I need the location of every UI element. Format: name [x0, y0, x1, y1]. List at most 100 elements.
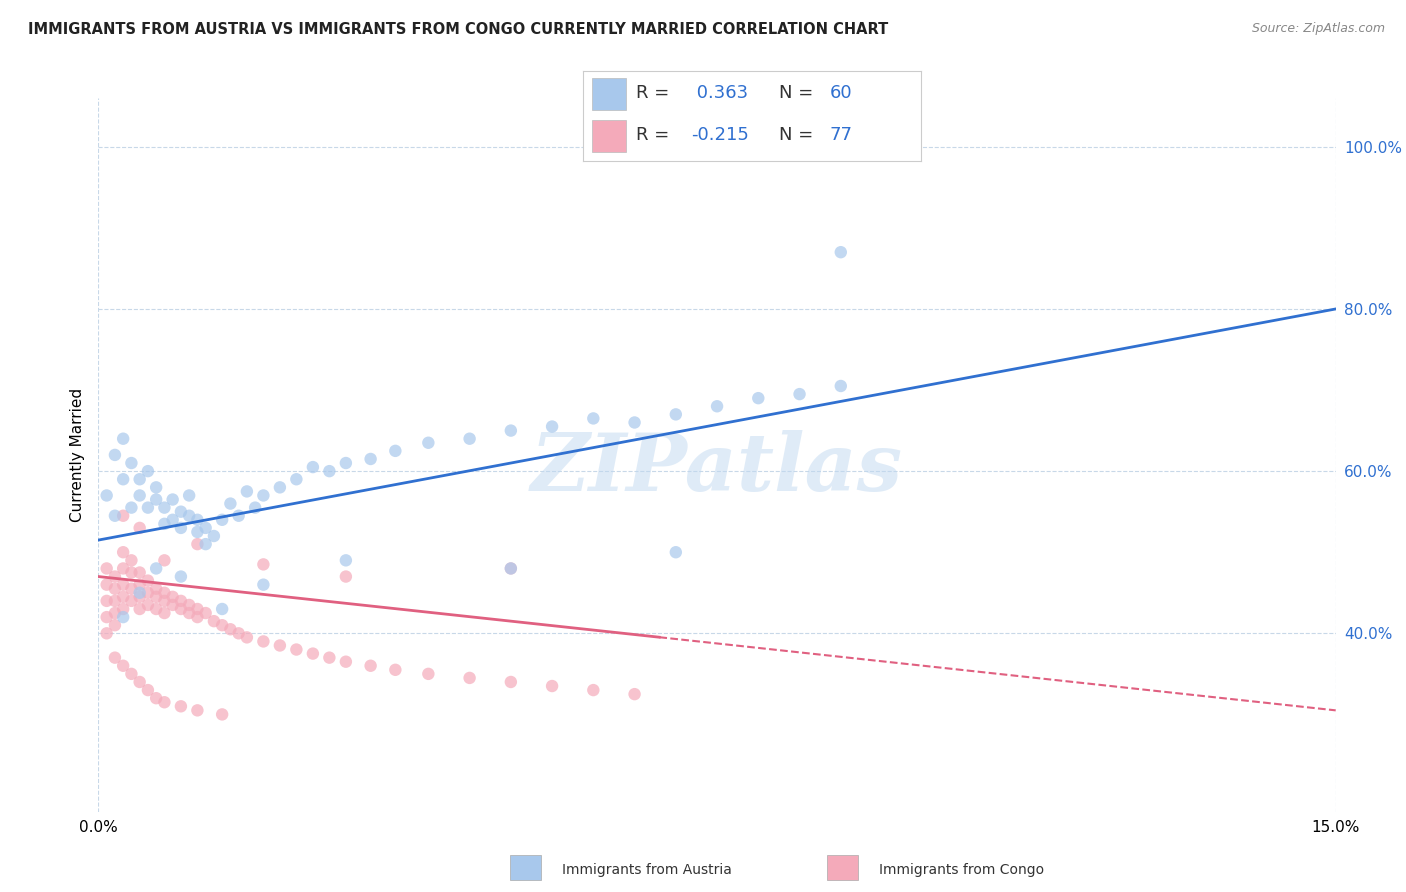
Point [186, 703, 208, 717]
Point [104, 594, 127, 608]
Point [153, 606, 176, 620]
Point [541, 679, 564, 693]
Point [665, 545, 688, 559]
Point [211, 602, 233, 616]
Point [541, 419, 564, 434]
Point [252, 488, 274, 502]
Point [623, 687, 645, 701]
Point [418, 666, 440, 681]
Point [228, 508, 250, 523]
Point [145, 492, 167, 507]
Point [170, 602, 193, 616]
Text: Immigrants from Austria: Immigrants from Austria [562, 863, 733, 877]
Point [96, 610, 118, 624]
Point [128, 521, 150, 535]
Point [360, 452, 382, 467]
Point [145, 561, 167, 575]
Point [128, 675, 150, 690]
Point [145, 691, 167, 706]
Bar [592, 120, 626, 152]
Point [236, 631, 259, 645]
Point [112, 610, 135, 624]
Point [153, 500, 176, 515]
Point [418, 435, 440, 450]
Point [112, 590, 135, 604]
Point [128, 566, 150, 580]
Point [194, 537, 217, 551]
Point [302, 647, 325, 661]
Point [706, 399, 728, 413]
Point [211, 707, 233, 722]
Point [112, 577, 135, 591]
Point [335, 655, 357, 669]
Point [128, 472, 150, 486]
Point [112, 472, 135, 486]
Point [104, 448, 127, 462]
Point [104, 508, 127, 523]
Point [830, 245, 852, 260]
Point [179, 606, 201, 620]
Point [162, 590, 184, 604]
Point [623, 416, 645, 430]
Text: Immigrants from Congo: Immigrants from Congo [879, 863, 1043, 877]
Point [128, 590, 150, 604]
Point [112, 432, 135, 446]
Point [582, 411, 605, 425]
Point [269, 639, 291, 653]
Point [136, 598, 159, 612]
Point [112, 545, 135, 559]
Point [112, 561, 135, 575]
Text: N =: N = [779, 126, 820, 145]
Point [335, 569, 357, 583]
Point [104, 618, 127, 632]
Point [252, 558, 274, 572]
Point [136, 586, 159, 600]
Point [499, 561, 522, 575]
Point [128, 488, 150, 502]
Text: 0.363: 0.363 [692, 84, 748, 103]
Point [170, 699, 193, 714]
Point [136, 683, 159, 698]
Point [128, 586, 150, 600]
Point [236, 484, 259, 499]
Point [458, 671, 481, 685]
Point [499, 561, 522, 575]
Point [96, 561, 118, 575]
Point [96, 626, 118, 640]
Point [211, 513, 233, 527]
Point [136, 500, 159, 515]
Text: ZIPatlas: ZIPatlas [531, 431, 903, 508]
Point [120, 566, 142, 580]
Point [96, 488, 118, 502]
Point [269, 480, 291, 494]
Point [318, 464, 340, 478]
Point [219, 497, 242, 511]
Point [360, 658, 382, 673]
Point [302, 460, 325, 475]
Point [186, 610, 208, 624]
Point [170, 521, 193, 535]
Text: -0.215: -0.215 [692, 126, 749, 145]
Point [120, 456, 142, 470]
Point [219, 622, 242, 636]
Point [120, 553, 142, 567]
Point [499, 675, 522, 690]
Text: N =: N = [779, 84, 820, 103]
Point [162, 598, 184, 612]
Text: R =: R = [636, 84, 675, 103]
Point [153, 516, 176, 531]
Y-axis label: Currently Married: Currently Married [69, 388, 84, 522]
Point [202, 529, 225, 543]
Point [384, 663, 406, 677]
Point [120, 582, 142, 596]
Point [112, 602, 135, 616]
Point [747, 391, 769, 405]
Point [96, 594, 118, 608]
Point [153, 553, 176, 567]
Point [179, 508, 201, 523]
Point [384, 443, 406, 458]
Point [211, 618, 233, 632]
Point [252, 634, 274, 648]
Point [285, 472, 308, 486]
Point [104, 582, 127, 596]
